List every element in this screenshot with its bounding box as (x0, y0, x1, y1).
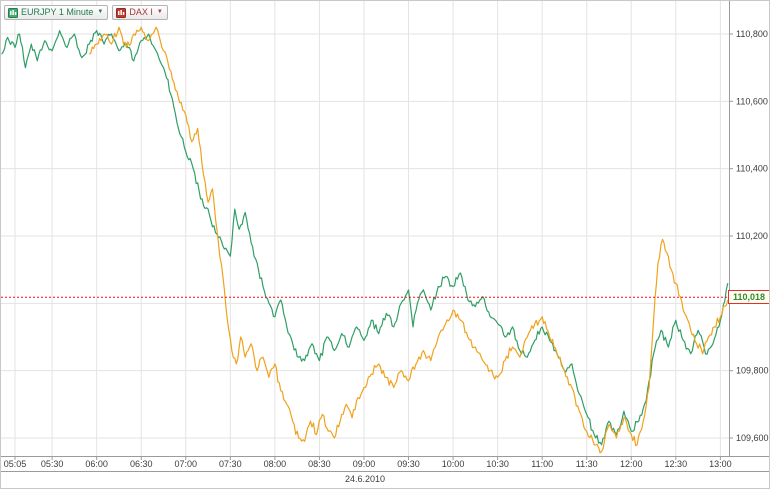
date-label: 24.6.2010 (344, 474, 386, 484)
x-axis-label: 10:30 (486, 459, 509, 469)
chart-legend: EURJPY 1 Minute ▼ DAX I ▼ (4, 5, 168, 20)
x-axis-label: 12:00 (620, 459, 643, 469)
x-axis-label: 08:30 (308, 459, 331, 469)
x-axis-label: 13:00 (709, 459, 732, 469)
x-axis-label: 06:30 (130, 459, 153, 469)
x-axis-label: 10:00 (442, 459, 465, 469)
y-axis-label: 109,800 (736, 366, 769, 376)
y-axis-label: 110,400 (736, 164, 768, 174)
x-axis-label: 08:00 (264, 459, 287, 469)
y-axis-label: 110,200 (736, 231, 768, 241)
x-axis-label: 09:30 (397, 459, 420, 469)
y-axis-label: 109,600 (736, 433, 769, 443)
y-axis-label: 110,800 (736, 29, 768, 39)
x-axis-label: 11:30 (576, 459, 598, 469)
x-axis-label: 06:00 (85, 459, 108, 469)
current-price-tag: 110,018 (728, 290, 769, 304)
candlestick-green-icon (8, 7, 18, 18)
y-axis-label: 110,600 (736, 96, 768, 106)
legend-eurjpy-label: EURJPY 1 Minute (21, 7, 94, 17)
chevron-down-icon: ▼ (97, 9, 104, 15)
series-line-dax (89, 26, 729, 454)
x-axis-label: 09:00 (353, 459, 376, 469)
x-axis-label: 07:30 (219, 459, 242, 469)
legend-dax-badge[interactable]: DAX I ▼ (112, 5, 168, 20)
x-axis-label: 07:00 (175, 459, 198, 469)
x-axis-label: 12:30 (665, 459, 688, 469)
series-line-eurjpy (1, 30, 729, 446)
legend-eurjpy-badge[interactable]: EURJPY 1 Minute ▼ (4, 5, 109, 20)
x-axis-label: 05:05 (4, 459, 27, 469)
x-axis-label: 11:00 (531, 459, 553, 469)
x-axis-label: 05:30 (41, 459, 64, 469)
chevron-down-icon: ▼ (156, 9, 163, 15)
candlestick-red-icon (116, 7, 127, 18)
legend-dax-label: DAX I (129, 7, 153, 17)
